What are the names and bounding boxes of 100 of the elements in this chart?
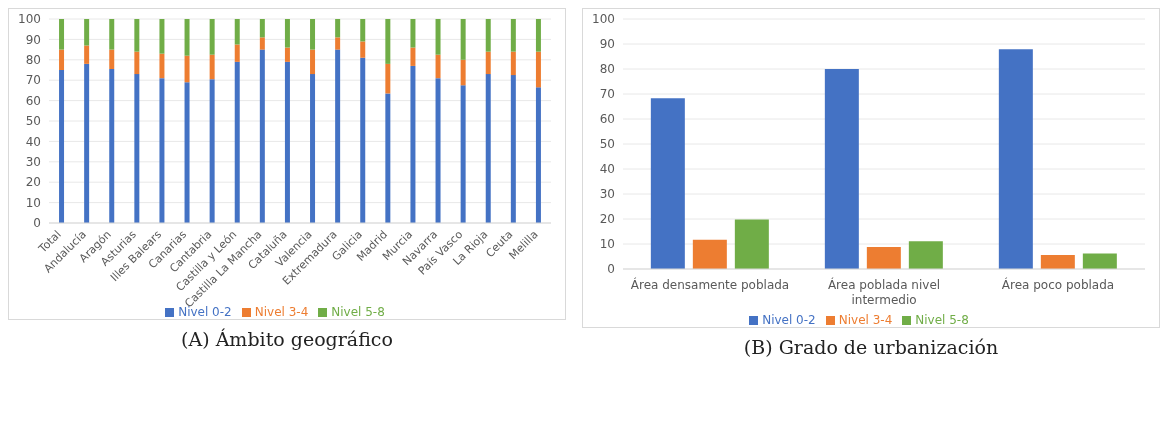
text: (B) Grado de urbanización	[742, 336, 1000, 358]
y-tick-label: 60	[25, 93, 41, 108]
y-tick-label: 0	[33, 216, 41, 231]
bar	[59, 49, 65, 70]
bar	[908, 241, 943, 269]
bar	[59, 70, 65, 223]
y-tick-label: 80	[25, 53, 41, 68]
bar	[159, 19, 165, 54]
bar	[385, 63, 391, 94]
bar	[259, 49, 265, 223]
bar	[259, 37, 265, 50]
bar	[485, 51, 491, 75]
bar	[1082, 253, 1117, 269]
bar	[159, 53, 165, 79]
y-tick-label: 20	[25, 175, 41, 190]
bar	[435, 54, 441, 79]
bar	[310, 74, 316, 223]
bar	[335, 37, 341, 50]
bar	[435, 78, 441, 223]
bar	[460, 19, 466, 60]
y-tick-label: 90	[599, 37, 615, 52]
bar	[360, 41, 366, 58]
y-tick-label: 0	[607, 262, 615, 277]
bar	[335, 19, 341, 38]
bar	[259, 19, 265, 38]
bar	[360, 57, 366, 223]
bar	[360, 19, 366, 42]
legend-label: Nivel 0-2	[178, 305, 232, 319]
bar	[234, 61, 240, 223]
y-tick-label: 100	[592, 12, 615, 27]
bar	[535, 51, 541, 88]
bar	[84, 45, 90, 64]
bar	[435, 19, 441, 55]
legend-label: Nivel 3-4	[254, 305, 309, 319]
bar	[335, 49, 341, 223]
text: (A) Ámbito geográfico	[180, 328, 394, 350]
bar	[284, 19, 290, 48]
y-tick-label: 50	[25, 114, 41, 129]
bar	[824, 69, 859, 269]
bar	[410, 65, 416, 223]
bar	[59, 19, 65, 50]
y-tick-label: 100	[18, 12, 41, 27]
bar	[485, 74, 491, 223]
bar	[510, 75, 516, 223]
y-tick-label: 10	[25, 195, 41, 210]
bar	[460, 85, 466, 223]
bar	[184, 82, 190, 223]
bar	[209, 19, 215, 55]
bar	[209, 54, 215, 80]
bar	[866, 247, 901, 269]
bar	[385, 93, 391, 223]
y-tick-label: 10	[599, 237, 615, 252]
bar	[650, 98, 685, 269]
bar	[134, 74, 140, 223]
y-tick-label: 70	[599, 87, 615, 102]
bar	[535, 19, 541, 52]
bar	[284, 61, 290, 223]
legend-label: Nivel 0-2	[762, 313, 816, 327]
bar	[535, 87, 541, 223]
x-tick-label: Área poco poblada	[1001, 277, 1115, 292]
bar	[998, 49, 1033, 269]
bar	[109, 49, 115, 69]
bar	[234, 19, 240, 45]
bar	[510, 51, 516, 76]
bar	[109, 68, 115, 223]
bar	[460, 59, 466, 86]
y-tick-label: 40	[25, 134, 41, 149]
legend-label: Nivel 5-8	[915, 313, 969, 327]
bar	[134, 51, 140, 75]
bar	[385, 19, 391, 64]
bar	[310, 49, 316, 75]
x-tick-label: Área densamente poblada	[630, 277, 790, 292]
bar	[485, 19, 491, 52]
bar	[284, 47, 290, 62]
bar	[159, 78, 165, 223]
bar	[84, 63, 90, 223]
bar	[1040, 255, 1075, 269]
legend-label: Nivel 5-8	[331, 305, 385, 319]
y-tick-label: 40	[599, 162, 615, 177]
bar	[134, 19, 140, 52]
bar	[184, 19, 190, 56]
y-tick-label: 60	[599, 112, 615, 127]
bar	[692, 239, 727, 269]
y-tick-label: 70	[25, 73, 41, 88]
y-tick-label: 30	[599, 187, 615, 202]
y-tick-label: 30	[25, 155, 41, 170]
x-tick-label: Área poblada nivel intermedio	[827, 277, 941, 307]
legend-label: Nivel 3-4	[838, 313, 893, 327]
bar	[84, 19, 90, 46]
bar	[510, 19, 516, 52]
bar	[410, 19, 416, 48]
bar	[310, 19, 316, 50]
bar	[410, 47, 416, 66]
bar	[234, 44, 240, 62]
bar	[209, 79, 215, 223]
y-tick-label: 50	[599, 137, 615, 152]
y-tick-label: 90	[25, 32, 41, 47]
bar	[184, 55, 190, 83]
y-tick-label: 20	[599, 212, 615, 227]
y-tick-label: 80	[599, 62, 615, 77]
